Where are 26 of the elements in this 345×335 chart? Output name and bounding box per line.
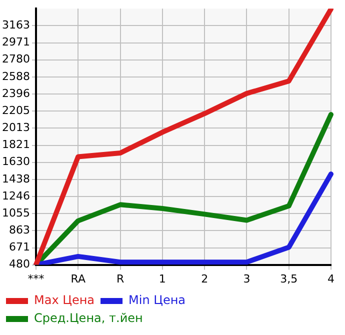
y-tick-label: 2780 <box>2 52 30 66</box>
y-tick-label: 2396 <box>2 86 30 100</box>
x-tick-label: RA <box>70 272 86 286</box>
y-tick-label: 2205 <box>2 104 30 117</box>
y-tick-label: 671 <box>8 240 30 254</box>
y-tick-label: 2971 <box>2 36 30 49</box>
x-tick-label: 1 <box>158 272 166 286</box>
x-tick-label: 4 <box>328 272 334 286</box>
x-tick-label: 3,5 <box>280 272 298 286</box>
y-tick-label: 1821 <box>2 138 30 152</box>
y-tick-label: 1246 <box>2 189 30 202</box>
legend-label: Min Цена <box>128 293 186 308</box>
y-tick-label: 480 <box>8 258 30 271</box>
legend-label: Max Цена <box>34 293 95 308</box>
x-tick-label: *** <box>28 272 45 286</box>
y-tick-label: 3163 <box>2 18 30 32</box>
y-tick-label: 863 <box>8 224 30 237</box>
x-tick-label: 3 <box>243 272 250 286</box>
y-tick-label: 2588 <box>2 70 30 83</box>
y-tick-label: 2013 <box>2 121 30 134</box>
y-tick-label: 1630 <box>2 155 30 168</box>
y-tick-label: 1438 <box>2 172 30 186</box>
x-tick-label: 2 <box>201 272 208 286</box>
y-tick-label: 1055 <box>2 206 30 220</box>
legend-label: Сред.Цена, т.йен <box>34 311 143 326</box>
x-tick-label: R <box>116 272 124 286</box>
